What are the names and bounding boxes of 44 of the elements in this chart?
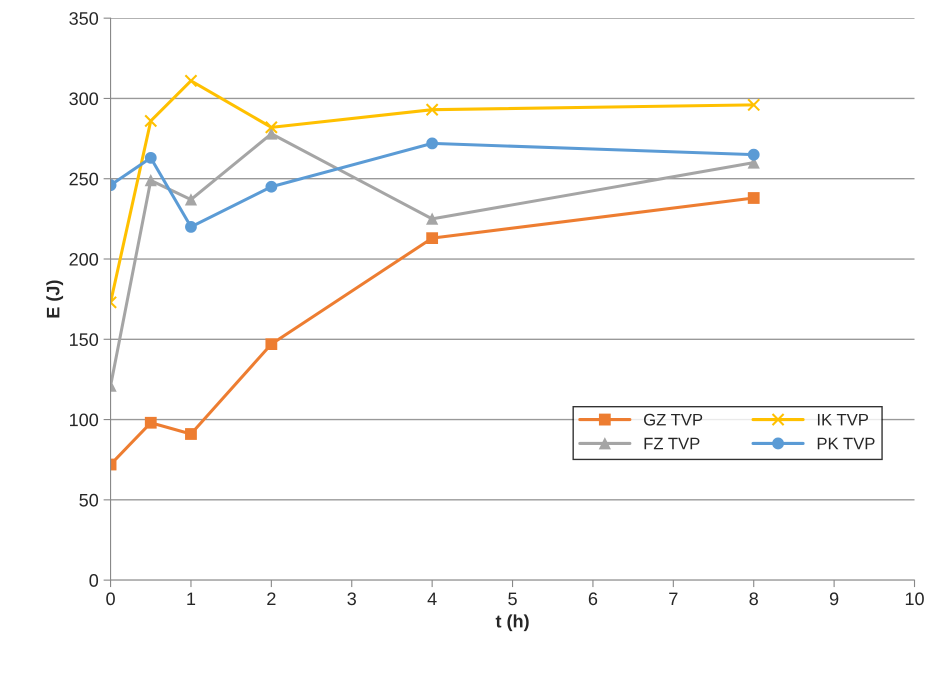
point (144, 152, 157, 164)
y-tick-label: 0 (89, 574, 98, 587)
y-tick-label: 50 (79, 494, 98, 507)
x-tick-label: 7 (669, 592, 678, 606)
point (426, 232, 438, 244)
point (185, 194, 197, 206)
point (185, 220, 197, 233)
y-tick-label: 300 (69, 92, 98, 106)
y-axis-title: E (J) (46, 280, 64, 318)
x-tick-label: 4 (428, 592, 437, 606)
point (264, 120, 278, 134)
point (265, 180, 278, 193)
x-tick-label: 3 (347, 592, 356, 606)
point (144, 416, 157, 429)
point (426, 138, 438, 150)
point (426, 103, 439, 116)
point (747, 98, 760, 112)
x-tick-label: 8 (749, 592, 758, 606)
point (265, 338, 278, 350)
y-tick-label: 250 (70, 172, 98, 186)
x-tick-label: 2 (267, 592, 276, 606)
x-tick-label: 9 (830, 592, 838, 606)
point (144, 114, 158, 128)
point (426, 212, 438, 225)
x-tick-label: 0 (106, 592, 115, 606)
y-tick-label: 100 (70, 414, 98, 426)
point (748, 192, 760, 204)
legend-label: PK TVP (818, 438, 875, 450)
point (184, 74, 198, 88)
x-tick-label: 5 (508, 592, 517, 606)
x-axis-title: t (h) (496, 614, 529, 632)
legend-label: GZ TVP (644, 414, 702, 426)
legend-label: IK TVP (818, 414, 868, 426)
x-tick-label: 1 (187, 592, 196, 606)
point (185, 428, 197, 440)
point (265, 128, 278, 140)
legend-label: FZ TVP (644, 438, 700, 450)
point (748, 148, 760, 161)
y-tick-label: 150 (70, 333, 98, 346)
y-tick-label: 200 (70, 252, 98, 266)
y-tick-label: 350 (69, 12, 98, 25)
point (144, 174, 157, 186)
x-tick-label: 10 (906, 592, 924, 606)
x-tick-label: 6 (588, 592, 598, 606)
